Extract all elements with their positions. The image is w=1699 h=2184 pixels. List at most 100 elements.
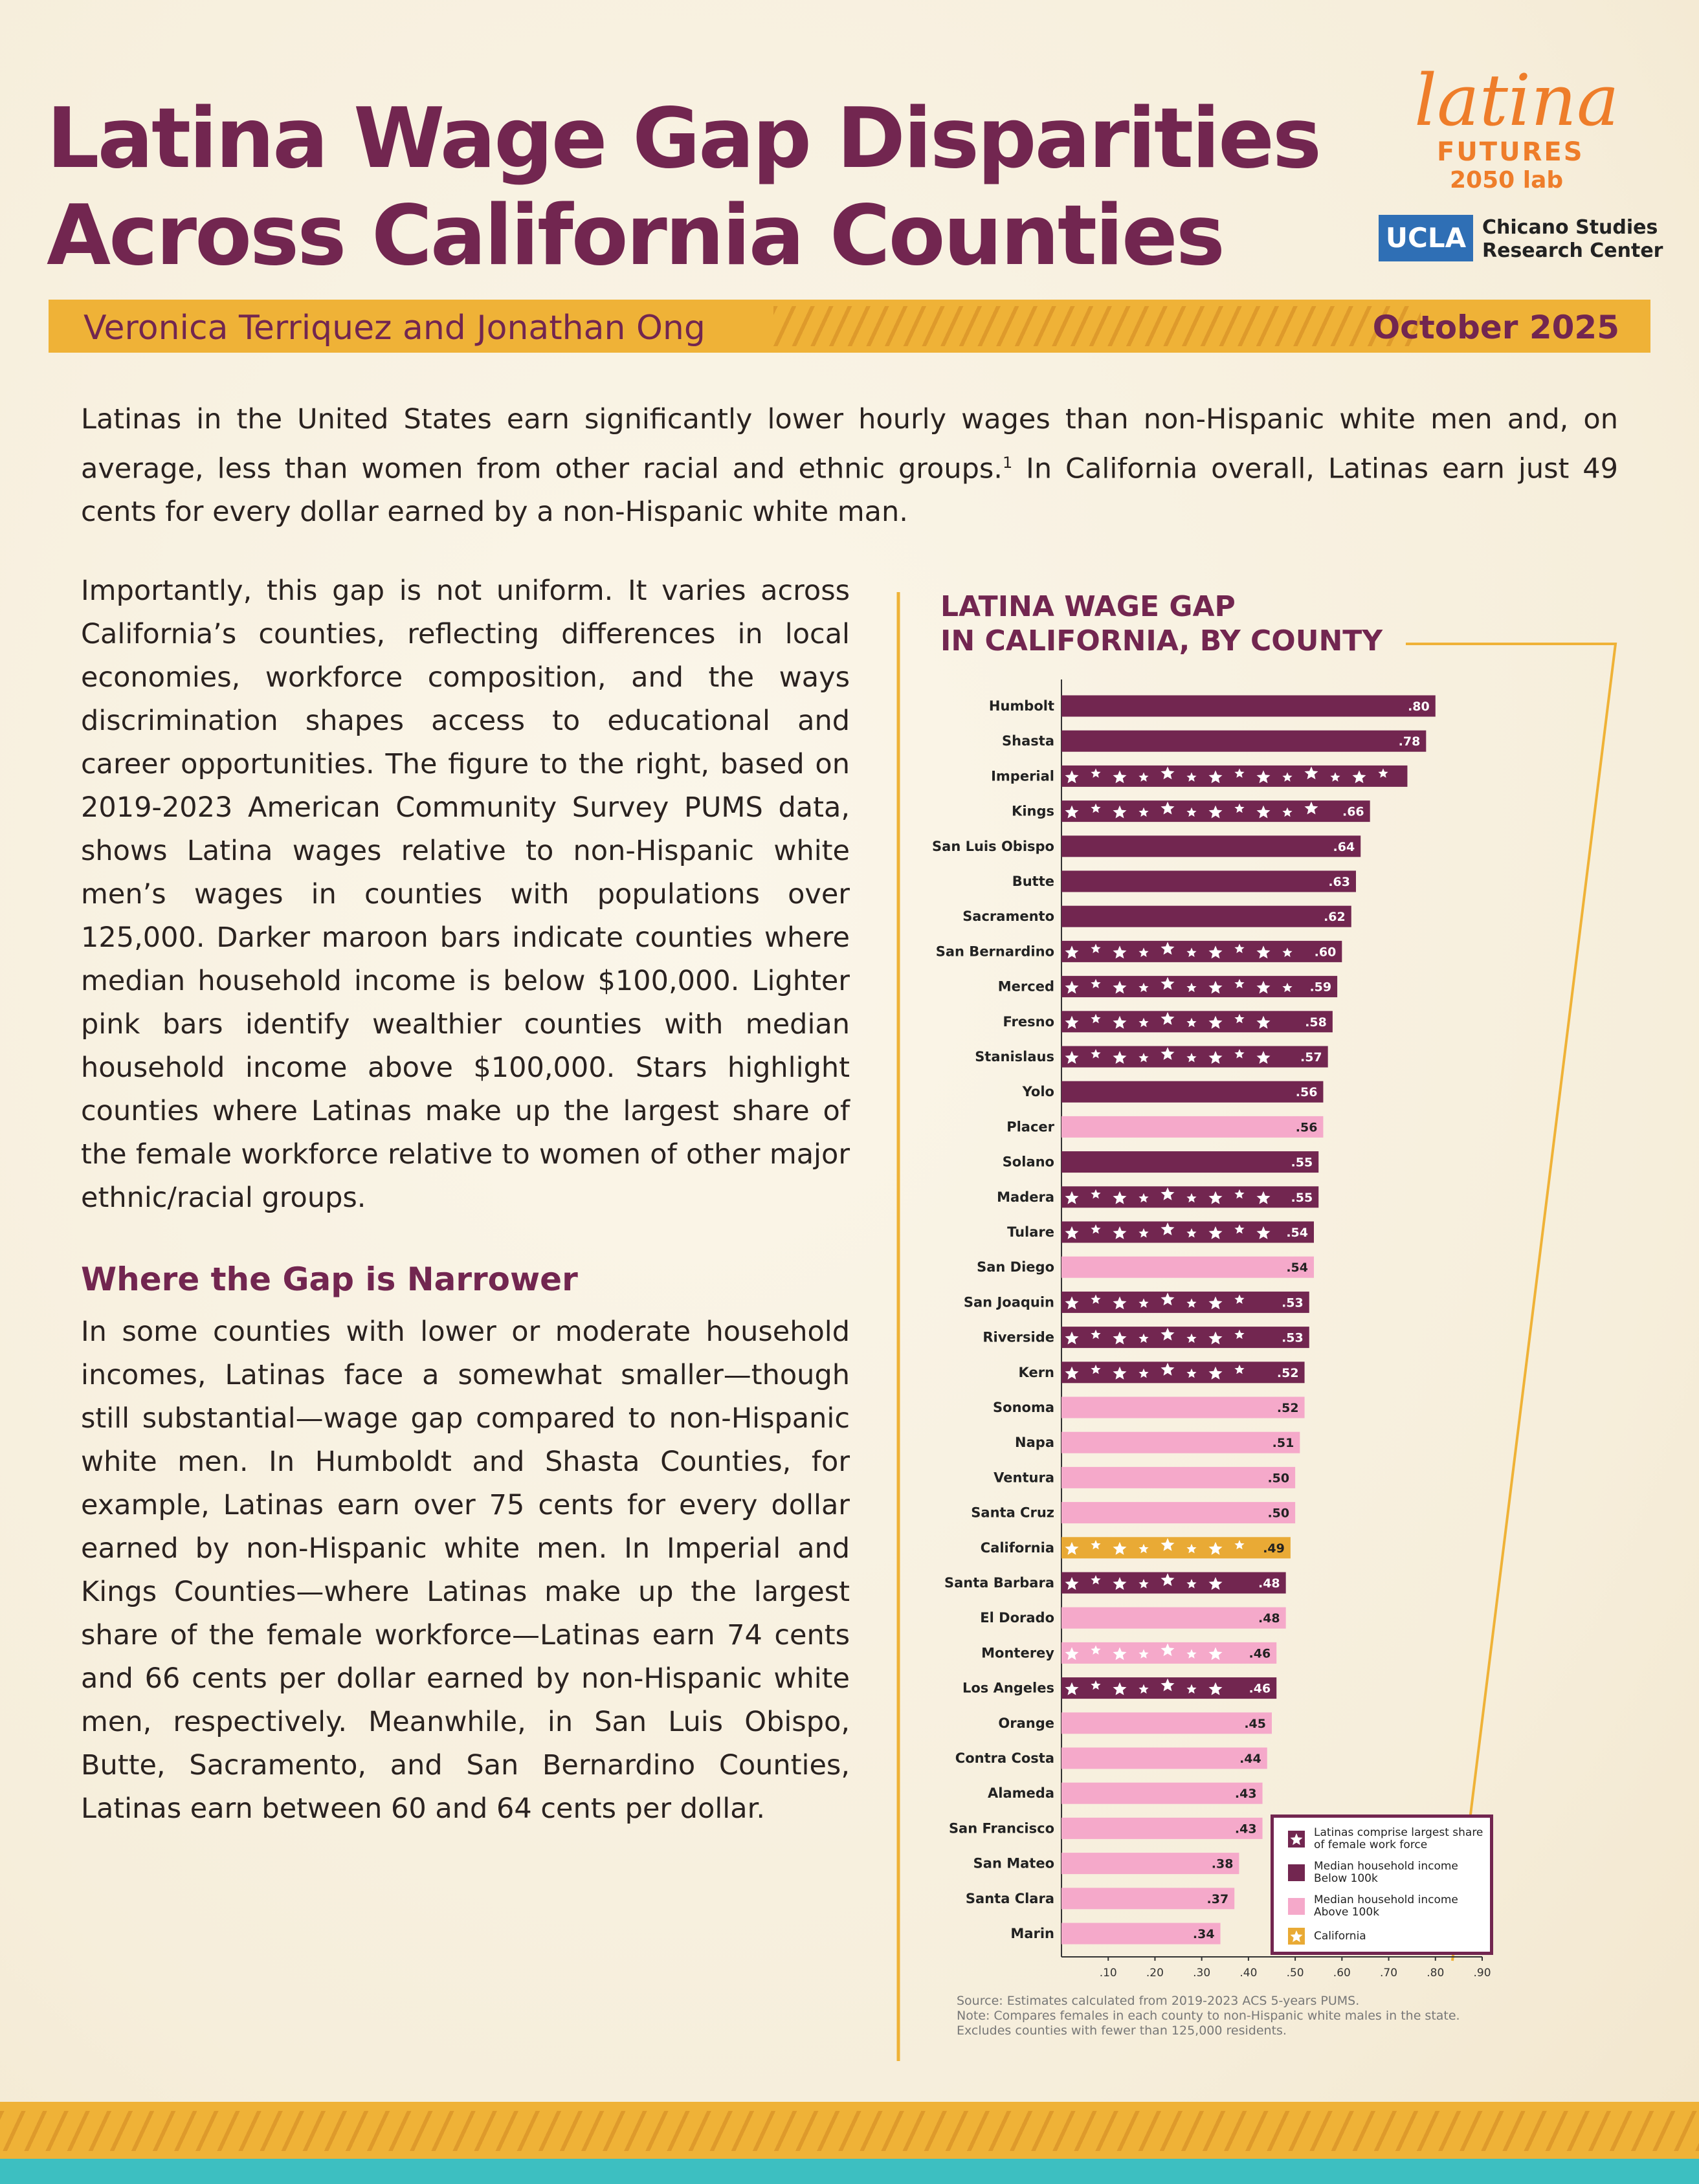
category-label: San Joaquin bbox=[964, 1294, 1054, 1310]
category-label: Monterey bbox=[981, 1645, 1054, 1660]
source-note: Excludes counties with fewer than 125,00… bbox=[957, 2024, 1287, 2038]
value-label: .57 bbox=[1300, 1050, 1322, 1064]
footer-strip bbox=[0, 2159, 1699, 2184]
star bbox=[1065, 1331, 1079, 1345]
x-tick-label: .40 bbox=[1239, 1967, 1257, 1980]
value-label: .60 bbox=[1315, 945, 1337, 959]
category-label: Solano bbox=[1003, 1154, 1054, 1170]
legend-entry: Median household income Below 100k bbox=[1288, 1860, 1458, 1885]
bar bbox=[1061, 1256, 1314, 1278]
star bbox=[1065, 980, 1079, 994]
star bbox=[1186, 947, 1197, 957]
star bbox=[1208, 1647, 1223, 1660]
star bbox=[1091, 803, 1101, 813]
value-label: .78 bbox=[1399, 734, 1421, 749]
bar bbox=[1061, 1151, 1319, 1173]
star bbox=[1304, 801, 1318, 815]
star bbox=[1138, 947, 1149, 957]
bar bbox=[1061, 1712, 1272, 1734]
star bbox=[1091, 768, 1101, 778]
star bbox=[1065, 1191, 1079, 1204]
bar bbox=[1061, 905, 1351, 927]
bar bbox=[1061, 1502, 1296, 1524]
legend-swatch bbox=[1288, 1831, 1305, 1848]
star bbox=[1282, 772, 1293, 782]
value-label: .53 bbox=[1282, 1331, 1304, 1345]
star bbox=[1234, 1329, 1245, 1340]
bar bbox=[1061, 1853, 1239, 1875]
legend-star bbox=[1290, 1833, 1303, 1846]
x-tick-label: .90 bbox=[1473, 1967, 1491, 1980]
star bbox=[1138, 1193, 1149, 1203]
category-label: Stanislaus bbox=[975, 1049, 1054, 1064]
star bbox=[1091, 1364, 1101, 1374]
star bbox=[1138, 1649, 1149, 1659]
category-label: California bbox=[981, 1540, 1054, 1556]
category-label: San Bernardino bbox=[936, 943, 1054, 959]
star bbox=[1091, 1049, 1101, 1059]
legend-label: Median household income Below 100k bbox=[1314, 1860, 1458, 1885]
chart-title: IN CALIFORNIA, BY COUNTY bbox=[940, 624, 1383, 657]
value-label: .54 bbox=[1286, 1261, 1308, 1275]
star bbox=[1186, 1333, 1197, 1343]
value-label: .46 bbox=[1249, 1646, 1271, 1660]
title-line: Across California Counties bbox=[47, 188, 1225, 284]
star bbox=[1138, 772, 1149, 782]
x-tick-label: .50 bbox=[1287, 1967, 1304, 1980]
bar bbox=[1061, 835, 1361, 857]
value-label: .62 bbox=[1324, 910, 1346, 924]
star bbox=[1290, 1833, 1303, 1846]
star bbox=[1234, 1189, 1245, 1199]
legend-label: Latinas comprise largest share of female… bbox=[1314, 1826, 1483, 1851]
category-label: Sonoma bbox=[993, 1400, 1054, 1415]
category-label: Contra Costa bbox=[955, 1750, 1054, 1766]
chart-title: LATINA WAGE GAP bbox=[940, 590, 1236, 623]
category-label: Tulare bbox=[1007, 1224, 1054, 1240]
category-label: Riverside bbox=[983, 1330, 1054, 1345]
star bbox=[1091, 1539, 1101, 1550]
star bbox=[1160, 1327, 1175, 1341]
bar bbox=[1061, 870, 1356, 892]
category-label: Sacramento bbox=[962, 909, 1054, 924]
bar bbox=[1061, 940, 1342, 962]
value-label: .64 bbox=[1333, 840, 1355, 854]
star bbox=[1091, 1013, 1101, 1024]
star bbox=[1065, 1647, 1079, 1660]
paragraph: Importantly, this gap is not uniform. It… bbox=[81, 575, 850, 1214]
star bbox=[1113, 1296, 1127, 1310]
star bbox=[1186, 1053, 1197, 1063]
star bbox=[1138, 1543, 1149, 1554]
footnote-mark: 1 bbox=[1002, 454, 1013, 472]
value-label: .48 bbox=[1258, 1576, 1280, 1591]
category-label: El Dorado bbox=[980, 1610, 1054, 1626]
center-name: Chicano Studies Research Center bbox=[1482, 216, 1663, 263]
x-tick-label: .20 bbox=[1146, 1967, 1164, 1980]
star bbox=[1091, 1329, 1101, 1340]
star bbox=[1091, 1645, 1101, 1655]
star bbox=[1186, 982, 1197, 993]
star bbox=[1091, 1575, 1101, 1585]
star bbox=[1160, 942, 1175, 955]
star bbox=[1256, 980, 1271, 994]
star bbox=[1282, 982, 1293, 993]
star bbox=[1065, 1226, 1079, 1239]
star bbox=[1160, 801, 1175, 815]
star bbox=[1208, 980, 1223, 994]
star bbox=[1186, 1543, 1197, 1554]
pattern bbox=[0, 2111, 1699, 2151]
title-line: Latina Wage Gap Disparities bbox=[47, 91, 1322, 187]
star bbox=[1138, 982, 1149, 993]
star bbox=[1234, 1224, 1245, 1234]
bar bbox=[1061, 1747, 1267, 1769]
bar bbox=[1061, 1537, 1291, 1559]
value-label: .63 bbox=[1328, 875, 1350, 889]
value-label: .43 bbox=[1235, 1787, 1257, 1801]
value-label: .52 bbox=[1277, 1366, 1299, 1380]
star bbox=[1186, 1298, 1197, 1308]
star bbox=[1113, 1366, 1127, 1380]
star bbox=[1234, 1294, 1245, 1304]
category-label: Kings bbox=[1012, 804, 1054, 819]
star bbox=[1186, 772, 1197, 782]
legend-star bbox=[1290, 1930, 1303, 1943]
